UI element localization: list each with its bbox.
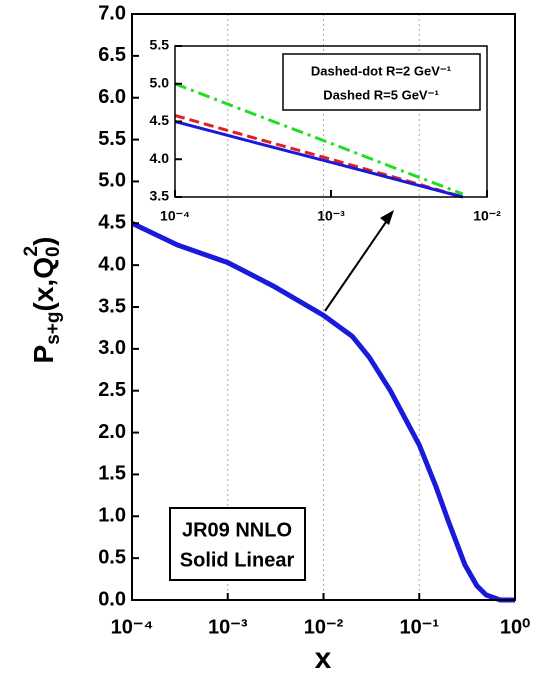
arrow — [324, 221, 387, 312]
x-tick-label: 10⁻⁴ — [160, 208, 190, 224]
y-tick-label: 4.5 — [98, 212, 126, 234]
y-tick-label: 4.5 — [150, 112, 170, 128]
annotation-box — [169, 507, 306, 581]
y-tick-label: 2.5 — [98, 379, 126, 401]
y-tick-label: 1.5 — [98, 463, 126, 485]
x-tick-label: 10⁰ — [500, 616, 530, 638]
y-tick-label: 6.5 — [98, 44, 126, 66]
series-line — [174, 82, 464, 196]
x-tick-label: 10⁻² — [473, 208, 501, 224]
y-tick-label: 4.0 — [150, 150, 170, 166]
y-tick-label: 0.0 — [98, 588, 126, 610]
y-tick-label: 3.5 — [98, 295, 126, 317]
y-label-part: s+g — [43, 311, 64, 344]
y-tick-label: 1.0 — [98, 505, 126, 527]
y-tick-label: 5.5 — [150, 37, 170, 53]
y-tick-label: 3.0 — [98, 337, 126, 359]
legend-box — [282, 53, 481, 111]
y-tick-label: 3.5 — [150, 188, 170, 204]
y-tick-label: 0.5 — [98, 546, 126, 568]
y-label-part: ) — [28, 237, 59, 246]
y-label-part: 2 — [21, 246, 42, 257]
y-tick-label: 4.0 — [98, 253, 126, 275]
y-tick-label: 7.0 — [98, 2, 126, 24]
legend-label: Dashed-dot R=2 GeV⁻¹ — [311, 63, 451, 78]
y-tick-label: 5.5 — [98, 128, 126, 150]
y-tick-label: 2.0 — [98, 421, 126, 443]
x-tick-label: 10⁻¹ — [400, 616, 440, 638]
x-tick-label: 10⁻³ — [208, 616, 248, 638]
x-tick-label: 10⁻⁴ — [111, 616, 154, 638]
y-tick-label: 5.0 — [150, 74, 170, 90]
annotation: JR09 NNLO — [182, 519, 292, 541]
y-axis-label: Ps+g(x,Q02) — [21, 237, 64, 364]
annotation: Solid Linear — [180, 549, 295, 571]
x-tick-label: 10⁻³ — [317, 208, 345, 224]
legend-label: Dashed R=5 GeV⁻¹ — [323, 87, 439, 102]
series-line — [174, 120, 464, 199]
y-label-part: P — [28, 345, 59, 364]
x-tick-label: 10⁻² — [304, 616, 344, 638]
plot-layer: 0.0 0.5 1.0 1.5 2.0 2.5 3.0 3.5 4.0 4.5 5.0 5.5 6.0 6… — [98, 2, 530, 638]
x-axis-label: x — [315, 642, 332, 675]
y-tick-label: 5.0 — [98, 170, 126, 192]
y-tick-label: 6.0 — [98, 86, 126, 108]
series-line — [130, 221, 515, 603]
arrow-head — [380, 210, 394, 225]
y-label-part: (x,Q — [28, 257, 59, 311]
y-label-part: 0 — [43, 246, 64, 257]
